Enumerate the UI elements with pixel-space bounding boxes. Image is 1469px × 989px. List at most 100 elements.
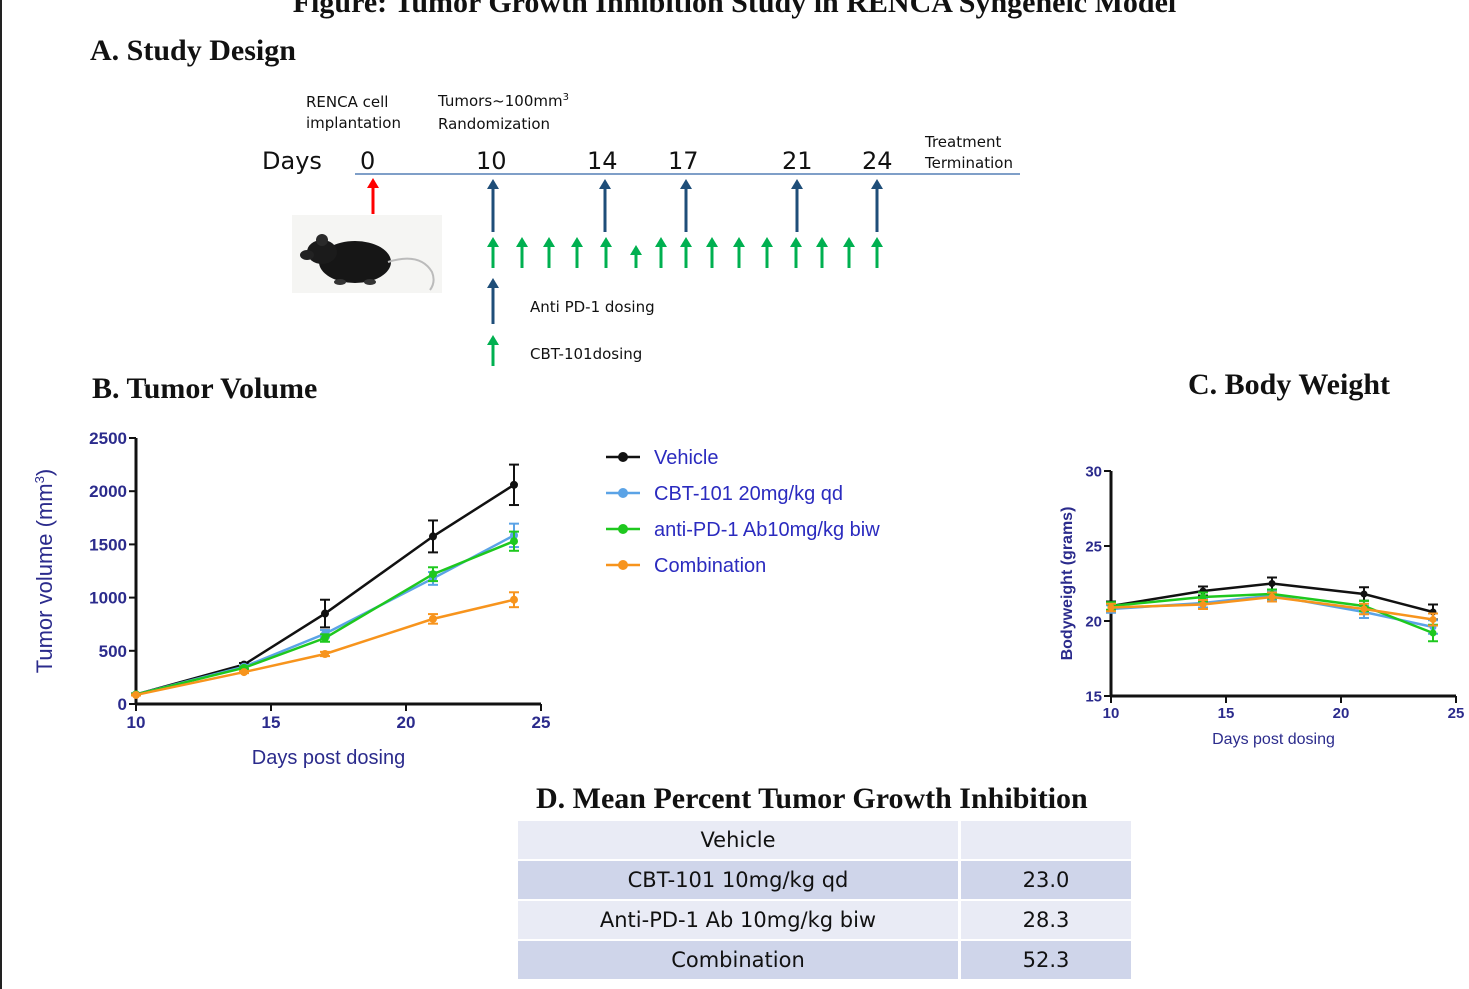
tumors-text: Tumors~100mm: [438, 92, 563, 110]
y-tick-label: 2000: [89, 482, 127, 501]
cbt101-arrow-icon: [706, 237, 718, 268]
x-tick-label: 20: [397, 713, 416, 732]
mouse-photo-icon: [292, 215, 442, 293]
implant-arrow-icon: [367, 178, 379, 214]
termination-line2: Termination: [925, 154, 1013, 172]
cbt101-arrow-icon: [655, 237, 667, 268]
implantation-line2: implantation: [306, 114, 401, 132]
row-value: 52.3: [961, 941, 1131, 981]
body-weight-title: C. Body Weight: [1188, 368, 1390, 401]
data-point: [1360, 590, 1368, 598]
study-design-title: A. Study Design: [90, 34, 296, 67]
anti-pd1-arrow-icon: [791, 179, 803, 232]
tumor-volume-chart: 0 500 1000 1500 2000 2500 10 15 20 25 Days post do…: [32, 429, 880, 769]
cbt101-arrow-icon: [871, 237, 883, 268]
anti-pd1-arrow-icon: [871, 179, 883, 232]
figure-title: Figure: Tumor Growth Inhibition Study in…: [292, 0, 1177, 19]
anti-pd1-legend-label: Anti PD-1 dosing: [530, 298, 655, 316]
data-point: [1429, 616, 1437, 623]
cbt101-arrow-icon: [630, 245, 642, 268]
row-label: Combination: [518, 941, 961, 981]
day-14: 14: [587, 147, 618, 175]
cbt101-arrow-icon: [761, 237, 773, 268]
implantation-line1: RENCA cell: [306, 93, 389, 111]
y-tick-label: 0: [118, 695, 127, 714]
data-point: [1268, 593, 1276, 601]
legend-label: anti-PD-1 Ab10mg/kg biw: [654, 519, 880, 541]
anti-pd1-legend-arrow-icon: [487, 278, 499, 324]
termination-line1: Treatment: [925, 133, 1002, 151]
cbt101-arrow-icon: [843, 237, 855, 268]
table-row: Combination 52.3: [518, 941, 1131, 981]
data-point: [510, 480, 518, 489]
x-tick-label: 15: [262, 713, 281, 732]
cbt101-arrow-icon: [680, 237, 692, 268]
termination-label: Treatment Termination: [925, 132, 1013, 174]
anti-pd1-arrow-icon: [599, 179, 611, 232]
data-point: [429, 570, 437, 579]
x-tick-label: 20: [1333, 705, 1350, 722]
y-tick-label: 15: [1085, 688, 1102, 705]
anti-pd1-arrow-icon: [680, 179, 692, 232]
randomization-text: Randomization: [438, 115, 551, 133]
cbt101-legend-arrow-icon: [487, 335, 499, 366]
series-0: [131, 463, 519, 699]
randomization-label: Tumors~100mm3 Randomization: [438, 86, 569, 136]
data-point: [510, 595, 518, 604]
data-point: [1360, 605, 1368, 613]
cbt101-arrow-icon: [790, 237, 802, 268]
x-tick-label: 10: [1103, 705, 1120, 722]
legend-entry: CBT-101 20mg/kg qd: [606, 483, 843, 505]
table-row: Vehicle: [518, 821, 1131, 861]
row-value: 28.3: [961, 901, 1131, 941]
day-17: 17: [668, 147, 699, 175]
x-axis-label: Days post dosing: [1212, 731, 1335, 748]
tgi-table: Vehicle CBT-101 10mg/kg qd 23.0 Anti-PD-…: [518, 821, 1131, 981]
x-tick-label: 25: [532, 713, 551, 732]
y-tick-label: 2500: [89, 429, 127, 448]
day-21: 21: [782, 147, 813, 175]
data-point: [1268, 580, 1276, 587]
legend-label: Combination: [654, 555, 766, 577]
y-axis-label: Tumor volume (mm3): [32, 469, 57, 674]
row-value: [961, 821, 1131, 861]
legend-entry: anti-PD-1 Ab10mg/kg biw: [606, 519, 880, 541]
tumors-sup: 3: [562, 92, 569, 103]
cbt101-legend-label: CBT-101dosing: [530, 345, 643, 363]
cbt101-arrow-icon: [516, 237, 528, 268]
y-tick-label: 500: [99, 642, 127, 661]
days-label: Days: [262, 147, 322, 175]
y-axis-label: Bodyweight (grams): [1059, 507, 1076, 661]
left-border: [0, 0, 2, 989]
y-tick-label: 30: [1085, 463, 1102, 480]
table-row: Anti-PD-1 Ab 10mg/kg biw 28.3: [518, 901, 1131, 941]
x-axis-label: Days post dosing: [252, 747, 405, 769]
series-3: [131, 591, 519, 699]
data-point: [429, 532, 437, 541]
table-row: CBT-101 10mg/kg qd 23.0: [518, 861, 1131, 901]
cbt101-arrow-icon: [600, 237, 612, 268]
data-point: [1199, 593, 1207, 601]
timeline-svg: [292, 173, 1020, 366]
data-point: [1429, 629, 1437, 637]
day-0: 0: [360, 147, 376, 175]
row-label: CBT-101 10mg/kg qd: [518, 861, 961, 901]
data-point: [1199, 601, 1207, 608]
legend-entry: Vehicle: [606, 447, 719, 469]
data-point: [132, 690, 140, 699]
y-tick-label: 1500: [89, 535, 127, 554]
cbt101-arrow-icon: [543, 237, 555, 268]
data-point: [321, 649, 329, 658]
tgi-title: D. Mean Percent Tumor Growth Inhibition: [536, 782, 1088, 815]
data-point: [321, 609, 329, 618]
day-24: 24: [862, 147, 893, 175]
series-3: [1106, 591, 1438, 627]
legend-entry: Combination: [606, 555, 766, 577]
cbt101-arrow-icon: [733, 237, 745, 268]
cbt101-arrow-icon: [816, 237, 828, 268]
x-tick-label: 25: [1448, 705, 1465, 722]
row-value: 23.0: [961, 861, 1131, 901]
anti-pd1-arrow-icon: [487, 179, 499, 232]
x-tick-label: 15: [1218, 705, 1235, 722]
